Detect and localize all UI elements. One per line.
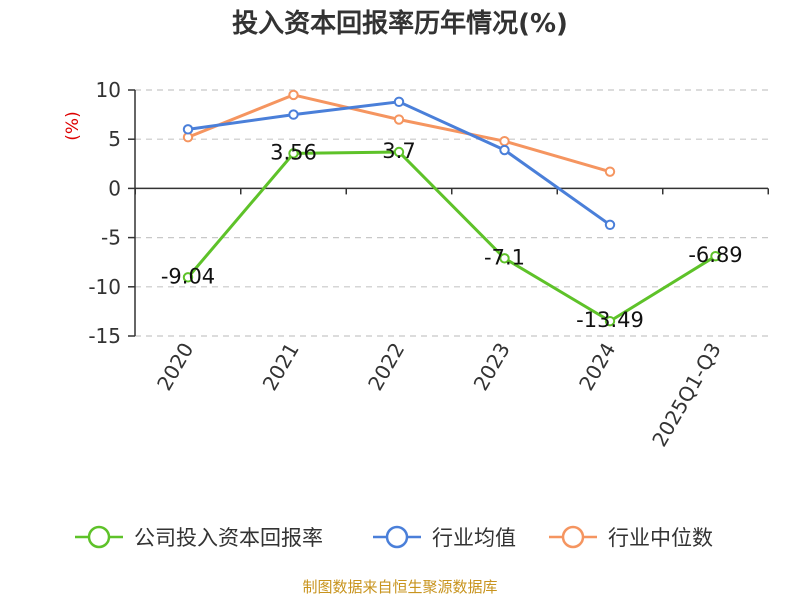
legend-marker-icon xyxy=(87,525,111,549)
x-tick-label: 2025Q1-Q3 xyxy=(647,339,726,451)
data-label: 3.56 xyxy=(270,140,317,164)
legend-item[interactable]: 公司投入资本回报率 xyxy=(75,525,323,550)
legend-label: 行业中位数 xyxy=(608,526,713,550)
legend-label: 公司投入资本回报率 xyxy=(134,526,323,550)
data-point[interactable] xyxy=(288,89,299,101)
series-line xyxy=(186,150,717,323)
y-tick-label: 10 xyxy=(96,78,121,102)
legend-item[interactable]: 行业中位数 xyxy=(549,525,713,550)
data-point[interactable] xyxy=(393,146,405,158)
data-label: -7.1 xyxy=(484,245,525,269)
data-point[interactable] xyxy=(288,109,299,120)
x-tick-label: 2020 xyxy=(152,339,198,395)
data-point[interactable] xyxy=(604,219,616,231)
data-label: -13.49 xyxy=(576,308,644,332)
legend-marker-icon xyxy=(561,525,585,549)
legend-item[interactable]: 行业均值 xyxy=(373,525,516,550)
source-note: 制图数据来自恒生聚源数据库 xyxy=(302,578,497,596)
data-point[interactable] xyxy=(288,148,299,159)
data-point[interactable] xyxy=(604,315,616,327)
data-point[interactable] xyxy=(499,144,510,156)
legend-label: 行业均值 xyxy=(432,526,516,550)
data-label: -9.04 xyxy=(161,264,215,288)
x-tick-label: 2024 xyxy=(574,339,620,395)
data-label: -6.89 xyxy=(688,243,742,267)
y-tick-label: -10 xyxy=(88,275,121,299)
x-tick-label: 2023 xyxy=(469,339,515,395)
data-label: 3.7 xyxy=(382,139,415,163)
data-point[interactable] xyxy=(604,166,616,177)
data-point[interactable] xyxy=(393,114,405,125)
data-point[interactable] xyxy=(499,253,510,264)
data-point[interactable] xyxy=(393,96,405,108)
y-tick-label: -15 xyxy=(88,324,121,348)
axes xyxy=(128,89,769,337)
data-point[interactable] xyxy=(182,124,194,135)
legend-marker-icon xyxy=(385,525,409,549)
data-point[interactable] xyxy=(182,272,194,283)
data-point[interactable] xyxy=(499,135,510,147)
y-tick-label: 5 xyxy=(108,127,121,151)
legend[interactable]: 公司投入资本回报率 行业均值 行业中位数 xyxy=(75,525,713,550)
y-axis-unit-label: (%) xyxy=(63,111,83,140)
data-labels: -9.04 3.56 3.7 -7.1 -13.49 -6.89 xyxy=(161,139,743,332)
x-tick-label: 2021 xyxy=(258,339,304,395)
x-tick-label: 2022 xyxy=(363,339,409,395)
series-group xyxy=(182,89,721,327)
y-tick-label: 0 xyxy=(108,176,121,200)
y-tick-label: -5 xyxy=(101,226,121,250)
chart-title: 投入资本回报率历年情况(%) xyxy=(232,8,568,39)
data-point[interactable] xyxy=(710,250,721,262)
